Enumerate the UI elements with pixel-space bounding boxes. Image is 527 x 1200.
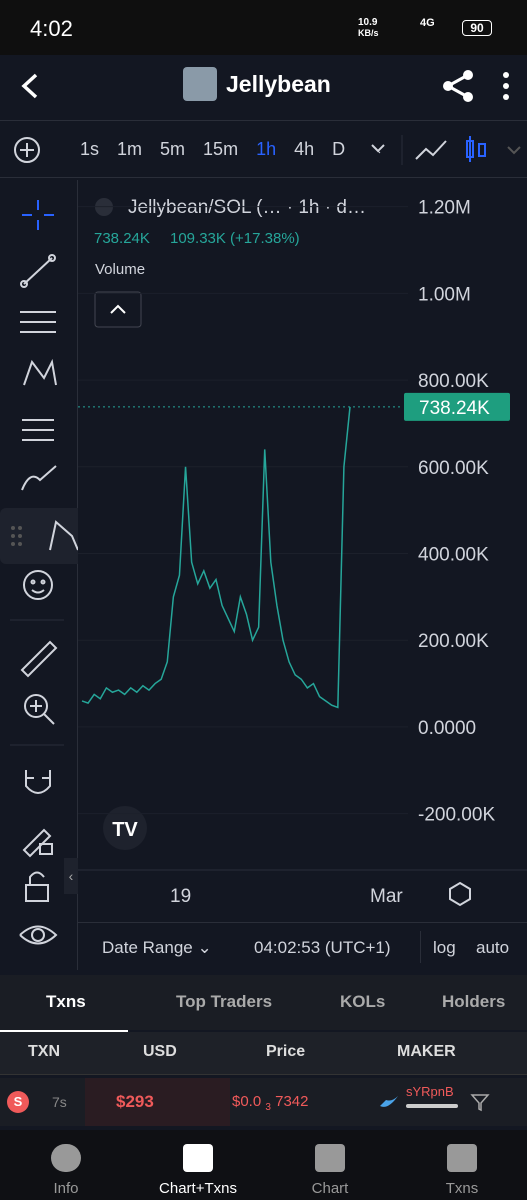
- price-line: [81, 406, 351, 709]
- price: $0.0 3 7342: [232, 1093, 308, 1113]
- header: Jellybean: [0, 55, 527, 117]
- y-tick-label: 200.00K: [418, 631, 489, 652]
- column-header: MAKER: [397, 1043, 456, 1060]
- price-digits: 7342: [275, 1093, 309, 1110]
- y-tick-label: 1.00M: [418, 284, 471, 305]
- x-tick-label: 19: [170, 886, 191, 907]
- avatar: [183, 67, 217, 101]
- nav-icon[interactable]: [315, 1144, 345, 1172]
- timeframe[interactable]: 1h: [256, 139, 277, 159]
- y-tick-label: 0.0000: [418, 718, 476, 739]
- usd: $293: [116, 1092, 154, 1111]
- nav-icon[interactable]: [51, 1144, 81, 1172]
- tab[interactable]: Top Traders: [176, 992, 273, 1011]
- table-header: TXN USD Price MAKER: [0, 1032, 527, 1075]
- volume-label: Volume: [95, 261, 145, 278]
- column-header: TXN: [28, 1043, 60, 1060]
- add-indicator[interactable]: [12, 135, 42, 165]
- back-button[interactable]: [18, 71, 42, 101]
- toolbar-icons[interactable]: [0, 180, 77, 970]
- last-price-box: [404, 392, 510, 421]
- y-tick-label: 600.00K: [418, 458, 489, 479]
- tab[interactable]: Holders: [442, 992, 506, 1011]
- change: 109.33K (+17.38%): [170, 230, 300, 247]
- settings-icon: [449, 881, 471, 907]
- collapse-button[interactable]: [94, 291, 142, 328]
- chart-bg: [78, 180, 527, 920]
- divider: [420, 931, 421, 963]
- clock: 4:02: [30, 16, 73, 41]
- table-row: S 7s $293 $0.0 3 7342 sYRpnB: [0, 1078, 527, 1126]
- date-range[interactable]: Date Range ⌄: [102, 938, 212, 957]
- tab-indicator: [0, 1030, 128, 1032]
- timeframes: 1s 1m 5m 15m 1h 4h D: [80, 139, 363, 163]
- speed: 10.9: [358, 17, 378, 28]
- y-tick-label: 400.00K: [418, 545, 489, 566]
- date-range-text: Date Range: [102, 938, 193, 957]
- x-tick-label: Mar: [370, 886, 403, 907]
- tab[interactable]: Txns: [46, 992, 86, 1011]
- timeframe[interactable]: 5m: [160, 139, 186, 159]
- network: 4G: [420, 17, 435, 29]
- timeframe[interactable]: 15m: [203, 139, 239, 159]
- auto-toggle[interactable]: auto: [476, 938, 510, 957]
- battery: 90: [462, 20, 492, 36]
- chart-title: Jellybean/SOL (… · 1h · d…: [128, 197, 366, 218]
- timeframe-bar: 1s 1m 5m 15m 1h 4h D: [0, 120, 527, 178]
- collapse-icon: [110, 304, 126, 314]
- chart-footer: Date Range ⌄ 04:02:53 (UTC+1) log auto: [78, 922, 527, 973]
- y-tick-label: -200.00K: [418, 805, 495, 826]
- last-price-label: 738.24K: [419, 398, 490, 419]
- header-actions[interactable]: [440, 69, 520, 103]
- chart: Jellybean/SOL (… · 1h · d… 738.24K 109.3…: [78, 180, 527, 920]
- nav-label[interactable]: Info: [53, 1180, 79, 1197]
- column-header: Price: [266, 1043, 306, 1060]
- price-prefix: $0.0: [232, 1093, 262, 1110]
- logo-text: TV: [112, 819, 138, 841]
- header-title: Jellybean: [226, 71, 331, 97]
- drawing-toolbar: [0, 180, 78, 970]
- price-zeros: 3: [265, 1102, 271, 1113]
- y-tick-label: 800.00K: [418, 371, 489, 392]
- timeframe[interactable]: 1m: [117, 139, 143, 159]
- timeframe[interactable]: 1s: [80, 139, 100, 159]
- nav-label[interactable]: Chart+Txns: [159, 1180, 237, 1197]
- age: 7s: [52, 1094, 67, 1110]
- maker-bar: [406, 1104, 458, 1108]
- speed-unit: KB/s: [358, 28, 379, 38]
- clock-time: 04:02:53 (UTC+1): [254, 938, 391, 957]
- bottom-nav: Info Chart+Txns Chart Txns: [0, 1130, 527, 1200]
- tab[interactable]: KOLs: [340, 992, 386, 1011]
- status-bar: 4:02 10.9 KB/s 4G 90: [0, 0, 527, 55]
- filter-icon[interactable]: [470, 1092, 490, 1112]
- timeframe[interactable]: 4h: [294, 139, 315, 159]
- logo: [103, 806, 147, 850]
- toolbar-collapse[interactable]: ‹: [64, 858, 78, 894]
- last-value: 738.24K: [94, 230, 150, 247]
- side-badge: S: [7, 1091, 29, 1113]
- nav-label[interactable]: Txns: [445, 1180, 479, 1197]
- chart-style[interactable]: [370, 133, 527, 167]
- timeframe[interactable]: D: [332, 139, 346, 159]
- log-toggle[interactable]: log: [433, 938, 456, 957]
- nav-icon[interactable]: [447, 1144, 477, 1172]
- bird-icon: [380, 1096, 398, 1107]
- usd-cell: [85, 1078, 230, 1126]
- column-header: USD: [143, 1043, 177, 1060]
- nav-label[interactable]: Chart: [311, 1180, 349, 1197]
- nav-icon[interactable]: [183, 1144, 213, 1172]
- tabs: Txns Top Traders KOLs Holders: [0, 975, 527, 1030]
- maker[interactable]: sYRpnB: [406, 1084, 454, 1099]
- y-tick-label: 1.20M: [418, 198, 471, 219]
